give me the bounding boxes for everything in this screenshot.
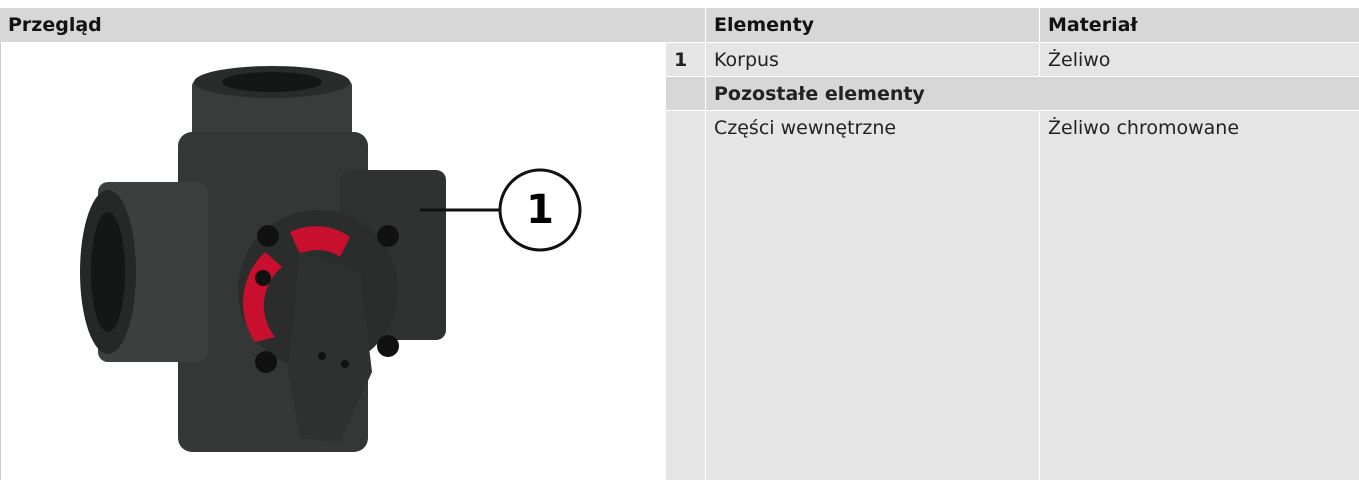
table-cell: Żeliwo chromowane (1040, 111, 1359, 480)
table-cell: Żeliwo (1040, 43, 1359, 76)
overview-title: Przegląd (0, 8, 666, 42)
row-number: 1 (666, 43, 705, 76)
section-title: Pozostałe elementy (706, 77, 1359, 110)
header-cell (666, 8, 705, 42)
border (0, 42, 1, 480)
section-cell (666, 77, 705, 110)
table-cell (666, 111, 705, 480)
callout-label: 1 (526, 187, 554, 233)
table-cell: Korpus (706, 43, 1039, 76)
table-cell: Części wewnętrzne (706, 111, 1039, 480)
valve-illustration: 1 (80, 66, 582, 452)
header-cell: Materiał (1040, 8, 1359, 42)
header-cell: Elementy (706, 8, 1039, 42)
